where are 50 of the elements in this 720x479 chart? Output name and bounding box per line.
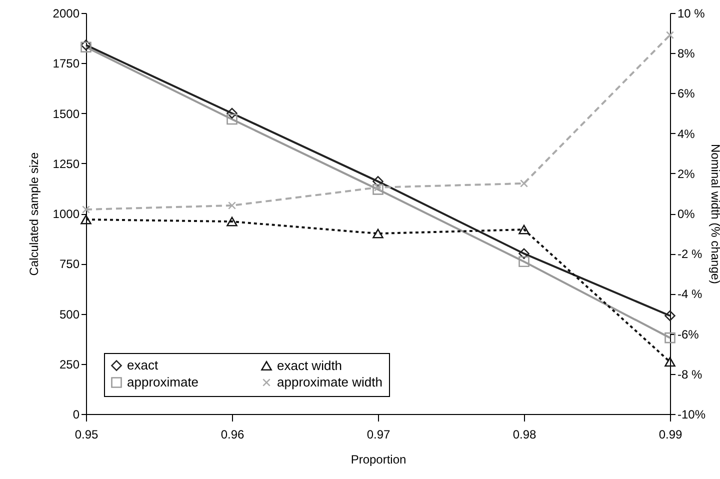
point (666, 31, 674, 40)
y-tick-label: 2000 (52, 6, 80, 20)
point (372, 228, 384, 238)
y2-tick-label: 0% (678, 207, 696, 221)
y2-tick-label: -4 % (678, 287, 703, 302)
y2-tick-label: 4% (678, 126, 696, 141)
y-tick-label: 750 (59, 257, 80, 272)
x-tick-label: 0.98 (512, 428, 536, 442)
y-tick-label: 1500 (52, 106, 80, 121)
legend-label: approximate width (277, 374, 382, 390)
y2-axis-title: Nominal width (% change) (708, 144, 720, 284)
point (372, 184, 384, 195)
y-tick-label: 250 (59, 357, 80, 372)
x-tick-label: 0.95 (74, 428, 98, 442)
point (664, 357, 676, 367)
y-axis-title: Calculated sample size (26, 152, 41, 276)
point (664, 332, 676, 344)
y2-tick-label: -2 % (678, 247, 703, 262)
point (664, 310, 676, 322)
point (518, 224, 530, 234)
y2-tick-label: 6% (678, 86, 696, 101)
point (374, 183, 382, 192)
x-tick-label: 0.96 (220, 428, 244, 442)
y2-tick-label: -10% (678, 408, 706, 422)
point (226, 108, 238, 119)
y2-tick-label: -6% (678, 327, 700, 342)
point (226, 114, 238, 125)
point (82, 206, 90, 214)
y2-tick-label: 2% (678, 166, 696, 181)
legend-label: approximate (127, 374, 199, 390)
point (518, 248, 530, 259)
legend-label: exact width (277, 358, 342, 373)
point (226, 216, 238, 226)
x-axis-title: Proportion (350, 452, 406, 466)
point (372, 176, 384, 187)
legend-label: exact (127, 358, 158, 373)
x-tick-label: 0.97 (366, 428, 390, 442)
point (228, 202, 236, 210)
y-tick-label: 500 (59, 307, 80, 322)
x-tick-label: 0.99 (658, 428, 682, 442)
y-tick-label: 1000 (52, 207, 80, 221)
y2-tick-label: 10 % (678, 6, 706, 20)
y-tick-label: 1250 (52, 156, 80, 171)
point (80, 214, 92, 224)
y-tick-label: 0 (72, 408, 80, 422)
y-tick-label: 1750 (52, 56, 80, 71)
point (518, 256, 530, 268)
y2-tick-label: 8% (678, 46, 696, 61)
point (520, 179, 528, 188)
y2-tick-label: -8 % (678, 367, 703, 382)
